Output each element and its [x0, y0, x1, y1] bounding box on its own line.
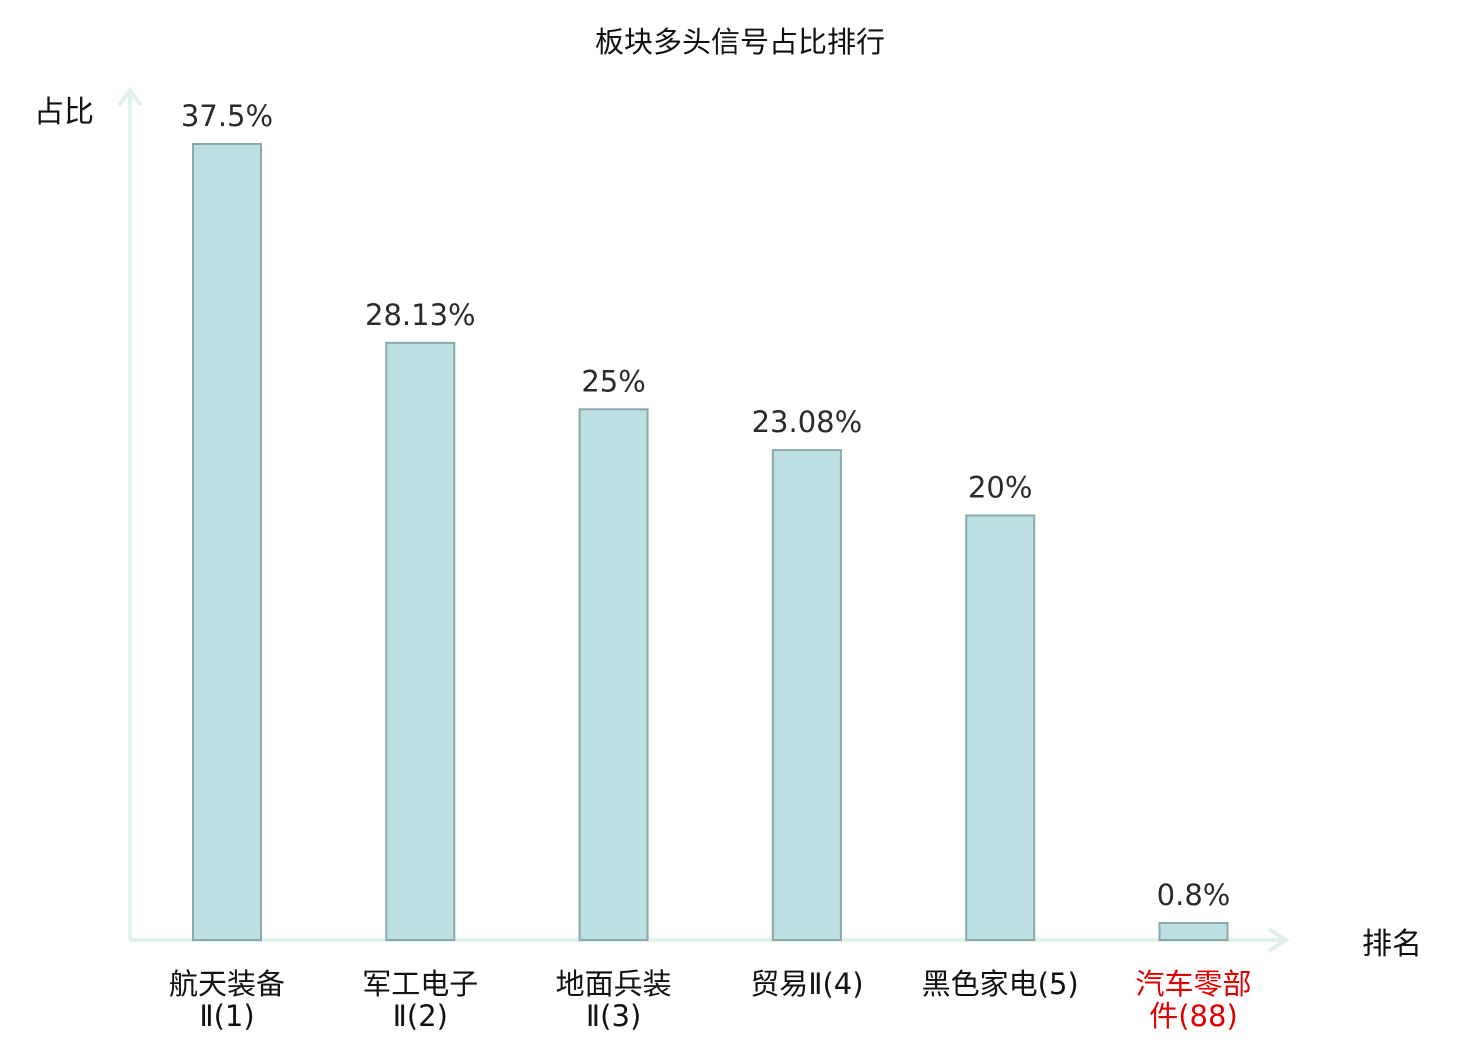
bar	[578, 408, 649, 941]
y-axis-label: 占比	[34, 95, 94, 130]
x-tick-label: Ⅱ(2)	[393, 999, 448, 1033]
bar	[965, 514, 1036, 941]
x-tick-label: Ⅱ(1)	[199, 999, 254, 1033]
data-label: 20%	[968, 471, 1032, 505]
bar	[1158, 922, 1229, 941]
value-labels: 37.5% 28.13% 25% 23.08% 20% 0.8%	[181, 99, 1230, 912]
x-tick-label: 汽车零部	[1135, 967, 1251, 1001]
x-tick-label: 航天装备	[169, 967, 285, 1001]
y-axis: 占比	[34, 86, 142, 940]
data-label: 23.08%	[752, 405, 863, 439]
chart-title: 板块多头信号占比排行	[595, 25, 885, 59]
x-tick-label: 件(88)	[1149, 999, 1238, 1033]
bars	[192, 143, 1229, 941]
y-axis-arrow-icon	[118, 86, 142, 106]
x-axis-arrow-icon	[1268, 928, 1290, 952]
x-axis: 排名	[130, 927, 1422, 962]
bar	[771, 449, 842, 941]
bar	[385, 341, 456, 941]
bar	[192, 143, 262, 941]
x-tick-label: 黑色家电(5)	[922, 967, 1079, 1001]
data-label: 28.13%	[365, 298, 476, 332]
x-tick-label: 军工电子	[362, 967, 478, 1001]
x-tick-label: Ⅱ(3)	[586, 999, 641, 1033]
data-label: 0.8%	[1157, 878, 1231, 912]
data-label: 25%	[581, 364, 645, 398]
x-axis-label: 排名	[1362, 927, 1422, 962]
x-tick-label: 地面兵装	[556, 967, 672, 1001]
x-tick-label: 贸易Ⅱ(4)	[750, 967, 863, 1001]
data-label: 37.5%	[181, 99, 273, 133]
